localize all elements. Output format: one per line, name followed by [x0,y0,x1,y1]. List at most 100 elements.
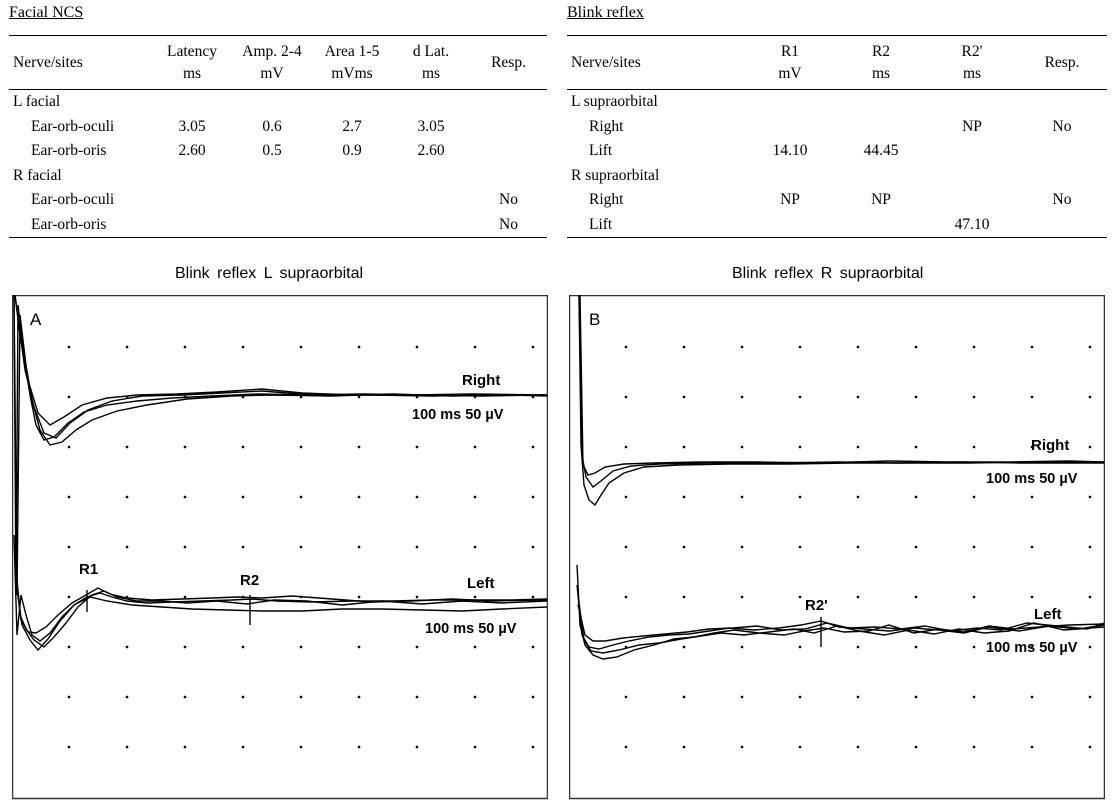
grid-dot [798,745,802,749]
grid-dot [856,745,860,749]
table-cell: Ear-orb-oculi [31,117,115,135]
grid-dot [67,345,71,349]
grid-dot [740,495,744,499]
grid-dot [183,695,187,699]
table-row: Ear-orb-oris 2.60 0.5 0.9 2.60 [9,139,547,164]
grid-dot [1030,445,1034,449]
grid-dot [241,495,245,499]
grid-dot [357,445,361,449]
table-cell: Ear-orb-oris [31,215,107,233]
grid-dot [473,395,477,399]
grid-dot [473,445,477,449]
panel-b-title: Blink reflex R supraorbital [732,265,924,282]
grid-dot [740,745,744,749]
grid-dot [125,545,129,549]
blink-reflex-table: Nerve/sites R1 mV R2 ms R2' ms Resp. L supraorb… [567,35,1107,238]
grid-dot [972,595,976,599]
table-cell: NP [780,191,800,209]
grid-dot [914,595,918,599]
table-cell: 44.45 [863,142,899,160]
grid-dot [299,695,303,699]
table-cell: Ear-orb-oculi [31,191,115,209]
table-row: Ear-orb-oculi 3.05 0.6 2.7 3.05 [9,115,547,140]
grid-dot [183,745,187,749]
panel-a-right-traces [13,295,548,596]
grid-dot [1030,645,1034,649]
column-header: Nerve/sites [13,53,83,71]
table-cell: Ear-orb-oris [31,142,107,160]
panel-a-left-traces [13,534,548,652]
grid-dot [183,495,187,499]
column-header: Resp. [1044,53,1080,71]
table-cell: 3.05 [417,117,445,135]
table-cell: L facial [13,93,61,111]
grid-dot [299,745,303,749]
table-cell [835,115,927,140]
grid-dot [682,745,686,749]
grid-dot [1030,395,1034,399]
grid-dot [1030,495,1034,499]
grid-dot [740,345,744,349]
grid-dot [682,395,686,399]
grid-dot [1088,645,1092,649]
grid-dot [914,695,918,699]
grid-dot [856,395,860,399]
grid-dot [624,595,628,599]
grid-dot [299,645,303,649]
grid-dot [856,445,860,449]
grid-dot [125,745,129,749]
grid-dot [473,695,477,699]
grid-dot [972,395,976,399]
blink-reflex-title: Blink reflex [567,4,644,21]
grid-dot [624,345,628,349]
grid-dot [682,445,686,449]
column-header: R1 mV [778,42,802,82]
grid-dot [415,695,419,699]
grid-dot [914,645,918,649]
grid-dot [183,645,187,649]
grid-dot [415,645,419,649]
grid-dot [624,395,628,399]
grid-dot [914,495,918,499]
table-row: Right NP NP No [567,188,1107,213]
panel-b-right-traces [578,295,1105,507]
grid-dot [357,745,361,749]
panel-a-left-scale: 100 ms 50 µV [425,621,517,637]
grid-dot [299,345,303,349]
table-cell [1017,213,1107,238]
grid-dot [972,745,976,749]
table-cell: Lift [589,215,613,233]
column-header: Area 1-5 mVms [324,42,380,82]
grid-dot [531,345,535,349]
panel-b-right-label: Right [1031,437,1069,454]
grid-dot [624,645,628,649]
panel-a-right-label: Right [462,372,500,389]
grid-dot [856,345,860,349]
grid-dot [914,545,918,549]
grid-dot [125,445,129,449]
panel-b-left-traces [576,564,1105,660]
grid-dot [473,545,477,549]
grid-dot [682,495,686,499]
panel-a-frame [12,295,548,800]
grid-dot [531,595,535,599]
grid-dot [740,695,744,699]
grid-dot [415,595,419,599]
grid-dot [67,645,71,649]
grid-dot [67,495,71,499]
grid-dot [682,545,686,549]
grid-dot [473,745,477,749]
table-cell: 0.5 [262,142,282,160]
table-cell [152,188,232,213]
table-cell: 2.60 [178,142,206,160]
grid-dot [740,645,744,649]
table-cell [927,139,1017,164]
grid-dot [972,495,976,499]
panel-a-title: Blink reflex L supraorbital [175,265,364,282]
column-header: Amp. 2-4 mV [242,42,302,82]
grid-dot [972,445,976,449]
grid-dot [972,345,976,349]
grid-dot [798,445,802,449]
table-cell: No [499,215,518,233]
grid-dot [682,595,686,599]
